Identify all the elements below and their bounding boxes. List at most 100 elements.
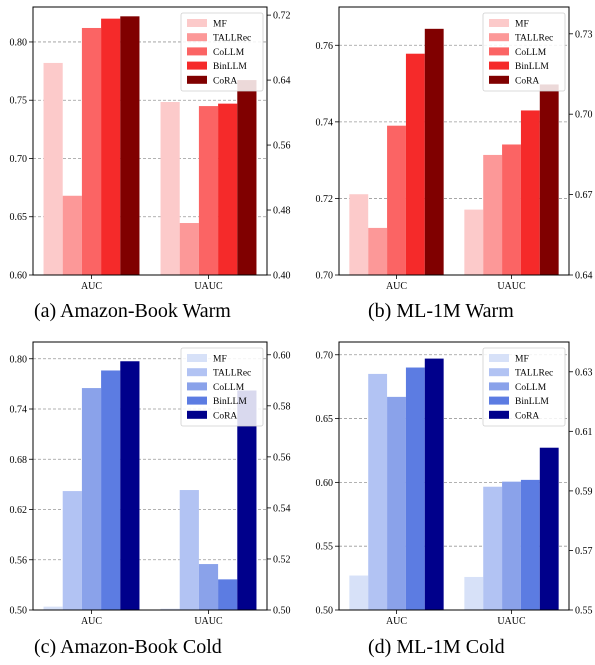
bar-cora-auc: [120, 361, 140, 610]
right-y-tick-label: 0.54: [273, 503, 291, 514]
right-y-tick-label: 0.57: [575, 546, 593, 557]
legend-label-collm: CoLLM: [213, 48, 245, 58]
bar-tallrec-auc: [368, 373, 388, 610]
right-y-tick-label: 0.61: [575, 427, 593, 438]
legend-box: [180, 12, 264, 92]
bar-mf-auc: [349, 575, 369, 610]
bar-mf-auc: [43, 606, 63, 610]
left-y-tick-label: 0.50: [10, 606, 28, 617]
left-y-tick-label: 0.75: [10, 96, 28, 107]
chart-panel-c: AUC UAUC 0.50 0.56 0.62 0.68 0.74 0.80 0.50 0.52 0…: [10, 341, 291, 627]
left-y-tick-label: 0.65: [316, 414, 334, 425]
legend: MF TALLRec CoLLM BinLLM CoRA: [482, 347, 566, 427]
right-y-tick-label: 0.40: [273, 271, 291, 282]
bar-cora-uauc: [539, 84, 559, 276]
legend-swatch-cora: [489, 75, 509, 84]
x-tick-label: UAUC: [194, 281, 223, 292]
chart-panel-b: AUC UAUC 0.70 0.72 0.74 0.76 0.64 0.67 0.70 0.73 M…: [316, 6, 593, 292]
right-y-tick-label: 0.58: [273, 401, 291, 412]
chart-panel-a: AUC UAUC 0.60 0.65 0.70 0.75 0.80 0.40 0.48 0.56 0…: [10, 6, 291, 292]
right-y-tick-label: 0.67: [575, 190, 593, 201]
legend-label-collm: CoLLM: [515, 383, 547, 393]
right-y-tick-label: 0.72: [273, 11, 291, 22]
plot-frame: [32, 341, 268, 611]
bar-binllm-uauc: [520, 479, 540, 610]
bar-cora-uauc: [539, 447, 559, 610]
legend-swatch-collm: [489, 47, 509, 56]
legend-label-binllm: BinLLM: [515, 397, 549, 407]
left-y-tick-label: 0.62: [10, 505, 28, 516]
legend-swatch-collm: [187, 382, 207, 391]
bar-mf-auc: [349, 194, 369, 275]
legend-swatch-binllm: [489, 61, 509, 70]
left-y-tick-label: 0.70: [316, 350, 334, 361]
chart-panel-d: AUC UAUC 0.50 0.55 0.60 0.65 0.70 0.55 0.57 0.59 0…: [316, 341, 593, 627]
legend-label-mf: MF: [515, 20, 529, 30]
right-y-tick-label: 0.55: [575, 606, 593, 617]
right-y-tick-label: 0.56: [273, 452, 291, 463]
bar-collm-auc: [81, 388, 102, 610]
legend-label-tallrec: TALLRec: [515, 34, 553, 44]
right-y-tick-label: 0.48: [273, 206, 291, 217]
caption-d: (d) ML-1M Cold: [368, 636, 505, 658]
plot-frame: [32, 6, 268, 276]
right-y-tick-label: 0.56: [273, 141, 291, 152]
legend: MF TALLRec CoLLM BinLLM CoRA: [180, 347, 264, 427]
x-tick-label: UAUC: [194, 616, 223, 627]
x-tick-label: UAUC: [497, 281, 526, 292]
plot-frame: [338, 6, 570, 276]
bar-tallrec-uauc: [179, 490, 199, 610]
x-tick-label: AUC: [81, 281, 102, 292]
bar-collm-uauc: [502, 144, 521, 275]
legend-label-tallrec: TALLRec: [213, 34, 251, 44]
legend-swatch-cora: [489, 410, 509, 419]
left-y-tick-label: 0.74: [316, 117, 334, 128]
right-y-tick-label: 0.64: [273, 76, 291, 87]
bar-collm-uauc: [198, 106, 219, 275]
legend-label-cora: CoRA: [213, 411, 237, 421]
legend-swatch-mf: [187, 354, 207, 362]
bar-tallrec-uauc: [179, 223, 199, 275]
legend-box: [482, 347, 566, 427]
legend-label-cora: CoRA: [213, 76, 237, 86]
left-y-tick-label: 0.80: [10, 37, 28, 48]
bar-tallrec-uauc: [483, 486, 503, 610]
left-y-tick-label: 0.72: [316, 194, 334, 205]
legend-label-mf: MF: [213, 355, 227, 365]
x-tick-label: AUC: [386, 281, 407, 292]
bar-binllm-uauc: [218, 103, 238, 275]
legend-label-tallrec: TALLRec: [515, 369, 553, 379]
right-y-tick-label: 0.73: [575, 29, 593, 40]
legend-label-binllm: BinLLM: [213, 62, 247, 72]
legend: MF TALLRec CoLLM BinLLM CoRA: [180, 12, 264, 92]
bar-collm-uauc: [198, 564, 219, 610]
x-tick-label: AUC: [81, 616, 102, 627]
legend-swatch-cora: [187, 410, 207, 419]
legend-swatch-tallrec: [489, 368, 509, 377]
left-y-tick-label: 0.80: [10, 354, 28, 365]
legend-swatch-collm: [489, 382, 509, 391]
right-y-tick-label: 0.63: [575, 367, 593, 378]
left-y-tick-label: 0.68: [10, 455, 28, 466]
bar-mf-uauc: [160, 102, 180, 275]
bar-mf-uauc: [464, 209, 484, 275]
left-y-tick-label: 0.70: [10, 154, 28, 165]
legend-label-cora: CoRA: [515, 411, 539, 421]
right-y-tick-label: 0.60: [273, 350, 291, 361]
bar-collm-auc: [81, 27, 102, 276]
bar-binllm-uauc: [520, 110, 540, 275]
legend-swatch-tallrec: [489, 33, 509, 42]
bar-binllm-auc: [405, 53, 425, 275]
bar-mf-uauc: [464, 576, 484, 610]
legend-swatch-binllm: [489, 396, 509, 405]
bar-tallrec-uauc: [483, 154, 503, 275]
bar-tallrec-auc: [62, 491, 82, 610]
legend-label-collm: CoLLM: [213, 383, 245, 393]
legend-swatch-collm: [187, 47, 207, 56]
bar-cora-uauc: [237, 390, 257, 610]
bar-collm-auc: [387, 125, 406, 275]
caption-c: (c) Amazon-Book Cold: [34, 636, 222, 658]
legend-swatch-mf: [187, 19, 207, 27]
legend-box: [180, 347, 264, 427]
